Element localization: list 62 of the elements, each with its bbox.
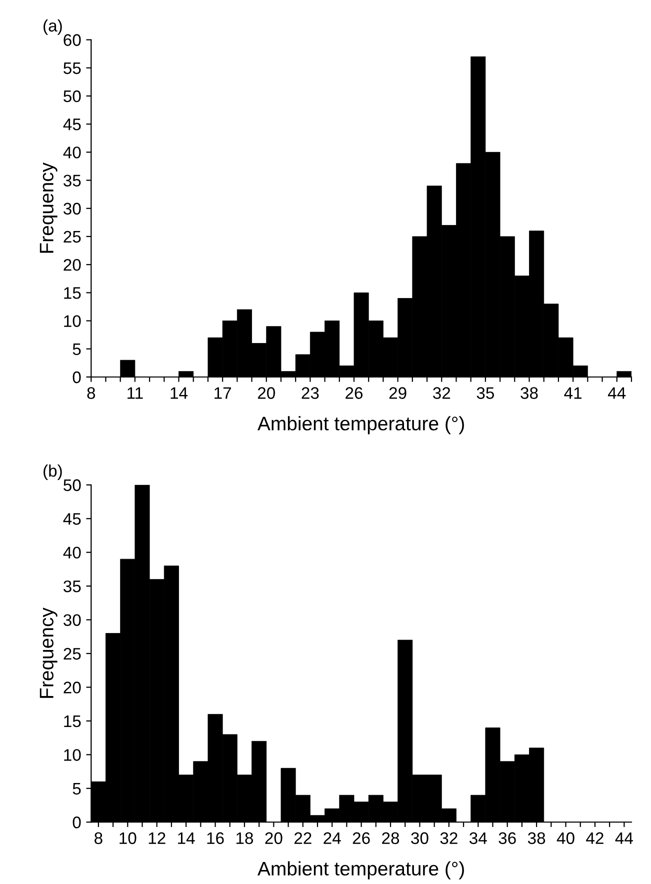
x-tick-label: 38 [528, 832, 546, 844]
y-tick-label: 35 [64, 580, 81, 592]
x-tick-label: 12 [148, 832, 166, 844]
y-tick-label: 20 [64, 682, 81, 694]
y-tick-label: 35 [64, 174, 81, 186]
y-tick-label: 45 [63, 513, 81, 525]
x-tick-label: 22 [294, 832, 312, 844]
y-tick-label: 20 [64, 258, 81, 271]
x-tick-label: 16 [207, 832, 224, 844]
x-tick-label: 17 [214, 387, 232, 399]
x-tick-label: 24 [324, 832, 341, 844]
y-tick-label: 40 [63, 546, 81, 559]
y-axis-title: Frequency [40, 608, 58, 698]
y-tick-label: 25 [64, 230, 81, 243]
x-tick-label: 29 [389, 387, 406, 399]
x-tick-label: 20 [265, 832, 282, 844]
x-tick-label: 14 [170, 387, 188, 399]
x-tick-label: 35 [476, 387, 494, 399]
x-tick-label: 8 [94, 832, 102, 844]
y-tick-label: 10 [64, 315, 81, 327]
x-tick-label: 26 [352, 832, 370, 844]
x-tick-label: 32 [440, 832, 458, 844]
x-axis-title: Ambient temperature (°) [258, 416, 464, 434]
y-tick-label: 50 [64, 479, 81, 492]
y-tick-label: 0 [72, 371, 81, 384]
x-tick-label: 30 [411, 832, 428, 844]
y-tick-label: 60 [64, 34, 81, 46]
x-tick-label: 44 [608, 387, 626, 399]
x-tick-label: 32 [432, 387, 450, 399]
x-tick-label: 10 [120, 832, 136, 844]
y-tick-label: 10 [64, 749, 81, 761]
chart-title: (a) [44, 19, 62, 35]
x-tick-label: 41 [564, 387, 582, 399]
y-tick-label: 5 [72, 343, 81, 356]
x-tick-label: 38 [520, 387, 538, 399]
y-axis-title: Frequency [40, 162, 58, 253]
x-tick-label: 42 [586, 832, 604, 844]
x-tick-label: 20 [258, 387, 275, 399]
x-axis-title: Ambient temperature (°) [258, 861, 464, 880]
y-tick-label: 5 [72, 782, 81, 795]
y-tick-label: 30 [64, 202, 81, 215]
x-tick-label: 14 [178, 832, 195, 844]
chart-title: (b) [44, 464, 62, 480]
x-tick-label: 23 [302, 387, 319, 399]
y-tick-label: 15 [64, 287, 81, 299]
y-tick-label: 55 [64, 62, 81, 74]
x-tick-label: 44 [615, 832, 633, 844]
x-tick-label: 26 [346, 387, 363, 399]
x-tick-label: 8 [87, 387, 96, 399]
x-tick-label: 34 [470, 832, 487, 844]
y-tick-label: 0 [72, 816, 81, 828]
y-tick-label: 40 [63, 146, 81, 158]
x-tick-label: 28 [382, 832, 400, 844]
y-tick-label: 30 [64, 614, 81, 626]
x-tick-label: 36 [498, 832, 516, 844]
y-tick-label: 15 [64, 716, 81, 728]
x-tick-label: 40 [556, 832, 574, 844]
y-tick-label: 25 [64, 648, 81, 660]
x-tick-label: 18 [236, 832, 254, 844]
y-tick-label: 45 [63, 118, 81, 130]
y-tick-label: 50 [64, 90, 81, 102]
x-tick-label: 11 [128, 387, 143, 399]
